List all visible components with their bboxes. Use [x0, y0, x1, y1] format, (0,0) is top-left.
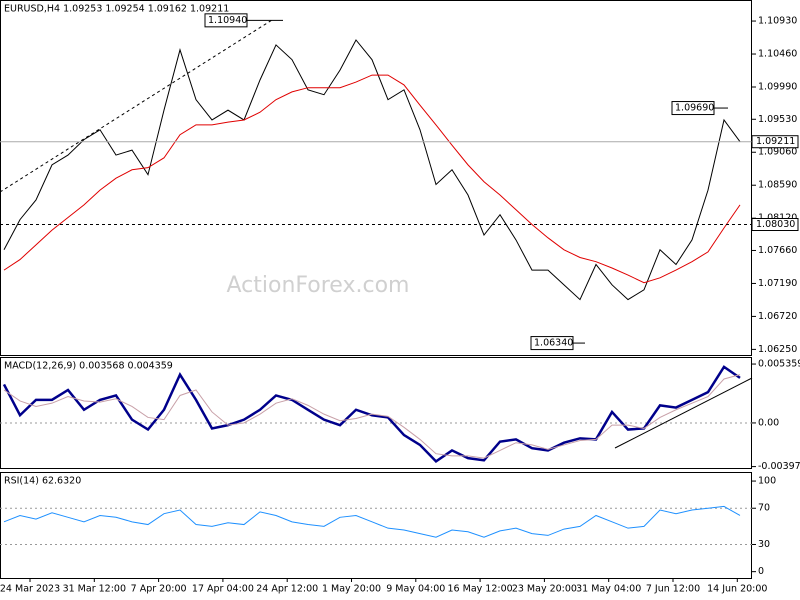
- trend-line: [614, 377, 753, 449]
- watermark: ActionForex.com: [227, 273, 410, 298]
- y-tick-label: 30: [758, 539, 770, 550]
- annotation-label: 1.09690: [675, 103, 714, 114]
- x-tick-label: 9 May 04:00: [386, 584, 445, 595]
- annotation-label: 1.06340: [534, 338, 573, 349]
- price-label: 1.08030: [756, 219, 795, 230]
- y-tick-label: 1.10460: [758, 49, 797, 60]
- price-label: 1.09211: [756, 136, 795, 147]
- series-line: [2, 365, 741, 464]
- y-tick-label: 1.08590: [758, 180, 797, 191]
- y-tick-label: -0.003972: [758, 461, 800, 472]
- panel-title: RSI(14) 62.6320: [4, 476, 81, 487]
- annotation-box: [671, 101, 715, 116]
- x-tick-label: 24 Mar 2023: [0, 584, 60, 595]
- x-tick-label: 7 Jun 12:00: [646, 584, 700, 595]
- x-tick-label: 31 May 04:00: [576, 584, 641, 595]
- y-tick-label: 1.07190: [758, 278, 797, 289]
- y-tick-label: 1.09060: [758, 147, 797, 158]
- y-tick-label: 1.06250: [758, 344, 797, 355]
- price-frame: [0, 0, 752, 356]
- y-tick-label: 1.10930: [758, 16, 797, 27]
- trend-line: [0, 19, 273, 193]
- price-label-box: [751, 218, 799, 232]
- x-tick-label: 7 Apr 20:00: [131, 584, 187, 595]
- y-tick-label: 0.00: [758, 417, 779, 428]
- annotation-box: [530, 336, 574, 351]
- rsi-frame: [0, 472, 752, 579]
- y-tick-label: 1.07660: [758, 245, 797, 256]
- y-tick-label: 1.06720: [758, 311, 797, 322]
- x-tick-label: 16 May 12:00: [448, 584, 513, 595]
- x-tick-label: 14 Jun 20:00: [707, 584, 767, 595]
- y-tick-label: 70: [758, 503, 770, 514]
- series-line: [3, 505, 741, 538]
- y-tick-label: 1.09990: [758, 81, 797, 92]
- x-tick-label: 31 Mar 12:00: [63, 584, 126, 595]
- panel-title: MACD(12,26,9) 0.003568 0.004359: [4, 361, 173, 372]
- x-tick-label: 17 Apr 04:00: [192, 584, 254, 595]
- series-line: [3, 39, 741, 301]
- y-tick-label: 0.005359: [758, 359, 800, 370]
- annotation-box: [204, 13, 248, 28]
- panel-title: EURUSD,H4 1.09253 1.09254 1.09162 1.0921…: [4, 4, 229, 15]
- x-tick-label: 1 May 20:00: [322, 584, 381, 595]
- y-tick-label: 0: [758, 566, 764, 577]
- y-tick-label: 1.09530: [758, 114, 797, 125]
- x-tick-label: 24 Apr 12:00: [256, 584, 318, 595]
- series-line: [3, 374, 741, 459]
- price-label-box: [751, 135, 799, 149]
- x-tick-label: 23 May 20:00: [512, 584, 577, 595]
- macd-frame: [0, 357, 752, 469]
- y-tick-label: 100: [758, 476, 776, 487]
- series-line: [3, 74, 741, 284]
- annotation-label: 1.10940: [208, 15, 247, 26]
